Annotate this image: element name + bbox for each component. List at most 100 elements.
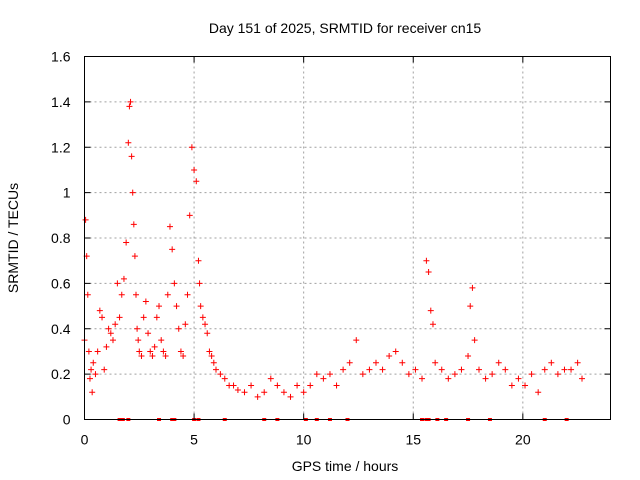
chart-title: Day 151 of 2025, SRMTID for receiver cn1… xyxy=(209,20,482,36)
data-point-marker xyxy=(206,348,213,355)
data-point-marker xyxy=(204,330,211,337)
data-point-marker xyxy=(149,352,156,359)
data-point-marker xyxy=(405,371,412,378)
data-point-marker xyxy=(379,366,386,373)
data-point-marker xyxy=(131,253,138,260)
data-point-marker xyxy=(469,284,476,291)
data-point-marker xyxy=(84,291,91,298)
data-point-marker xyxy=(85,348,92,355)
data-point-marker xyxy=(294,382,301,389)
data-point-marker xyxy=(99,314,106,321)
data-point-marker xyxy=(366,366,373,373)
data-point-marker xyxy=(134,325,141,332)
plot-frame xyxy=(84,56,611,420)
data-point-marker xyxy=(425,269,432,276)
data-point-marker xyxy=(386,352,393,359)
data-point-marker xyxy=(151,343,158,350)
data-point-marker xyxy=(254,393,261,400)
y-axis-label: SRMTID / TECUs xyxy=(5,183,21,293)
data-point-marker xyxy=(333,382,340,389)
y-tick-label: 0.4 xyxy=(51,321,71,337)
data-point-marker xyxy=(515,375,522,382)
data-point-marker xyxy=(126,103,133,110)
data-point-marker xyxy=(274,382,281,389)
x-axis-label: GPS time / hours xyxy=(292,458,399,474)
data-point-marker xyxy=(522,382,529,389)
data-point-marker xyxy=(197,303,204,310)
data-point-marker xyxy=(280,389,287,396)
data-point-marker xyxy=(528,371,535,378)
data-point-marker xyxy=(175,325,182,332)
data-point-marker xyxy=(90,359,97,366)
x-tick-label: 5 xyxy=(190,432,198,448)
x-tick-label: 15 xyxy=(405,432,421,448)
data-point-marker xyxy=(554,371,561,378)
data-point-marker xyxy=(287,393,294,400)
data-point-marker xyxy=(138,352,145,359)
data-point-marker xyxy=(234,387,241,394)
x-tick-labels: 0 5 10 15 20 xyxy=(81,432,531,448)
data-point-marker xyxy=(574,359,581,366)
data-point-marker xyxy=(156,303,163,310)
data-point-marker xyxy=(180,352,187,359)
data-point-marker xyxy=(419,375,426,382)
data-point-marker xyxy=(182,321,189,328)
data-point-marker xyxy=(261,389,268,396)
data-point-marker xyxy=(495,359,502,366)
data-point-marker xyxy=(548,359,555,366)
data-point-marker xyxy=(89,389,96,396)
data-point-marker xyxy=(300,389,307,396)
grid-lines xyxy=(84,56,611,420)
data-point-marker xyxy=(133,291,140,298)
data-point-marker xyxy=(162,352,169,359)
data-point-marker xyxy=(173,303,180,310)
data-point-marker xyxy=(221,375,228,382)
data-point-marker xyxy=(217,371,224,378)
data-point-marker xyxy=(471,337,478,344)
data-point-marker xyxy=(94,348,101,355)
data-point-marker xyxy=(128,153,135,160)
data-point-marker xyxy=(326,371,333,378)
data-point-marker xyxy=(346,359,353,366)
data-point-marker xyxy=(267,375,274,382)
data-point-marker xyxy=(191,166,198,173)
data-point-marker xyxy=(196,280,203,287)
data-point-marker xyxy=(508,382,515,389)
data-point-marker xyxy=(423,257,430,264)
data-point-marker xyxy=(193,178,200,185)
data-point-marker xyxy=(130,221,137,228)
data-point-marker xyxy=(541,366,548,373)
data-point-marker xyxy=(313,371,320,378)
data-point-marker xyxy=(458,366,465,373)
data-point-marker xyxy=(136,348,143,355)
data-point-marker xyxy=(86,375,93,382)
data-point-marker xyxy=(171,280,178,287)
data-point-marker xyxy=(465,352,472,359)
x-tick-label: 0 xyxy=(81,432,89,448)
data-point-marker xyxy=(127,98,134,105)
y-tick-label: 0.2 xyxy=(51,366,71,382)
y-tick-label: 1.2 xyxy=(51,139,71,155)
data-point-marker xyxy=(109,337,116,344)
data-point-marker xyxy=(482,375,489,382)
data-point-marker xyxy=(208,352,215,359)
data-point-marker xyxy=(359,371,366,378)
data-point-marker xyxy=(445,375,452,382)
data-point-marker xyxy=(467,303,474,310)
data-point-marker xyxy=(210,359,217,366)
data-point-marker xyxy=(392,348,399,355)
data-point-marker xyxy=(320,375,327,382)
y-tick-label: 1.4 xyxy=(51,94,71,110)
data-point-marker xyxy=(118,291,125,298)
data-point-marker xyxy=(153,314,160,321)
data-point-marker xyxy=(101,366,108,373)
data-point-marker xyxy=(105,325,112,332)
data-point-marker xyxy=(116,314,123,321)
data-point-marker xyxy=(114,280,121,287)
x-tick-label: 10 xyxy=(296,432,312,448)
data-point-marker xyxy=(140,314,147,321)
data-point-marker xyxy=(432,359,439,366)
data-point-marker xyxy=(427,307,434,314)
data-point-marker xyxy=(82,216,89,223)
